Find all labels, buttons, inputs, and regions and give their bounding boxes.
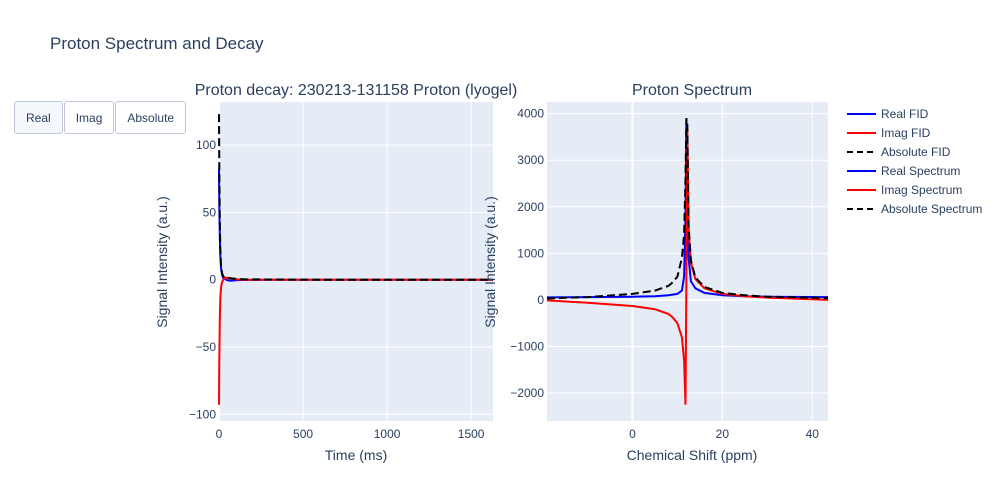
legend-item-label[interactable]: Imag FID xyxy=(881,126,931,140)
legend-item-label[interactable]: Absolute Spectrum xyxy=(881,202,982,216)
absolute-button[interactable]: Absolute xyxy=(115,101,187,134)
x-tick-label: 40 xyxy=(806,427,820,441)
y-tick-label: 2000 xyxy=(517,200,544,214)
decay-x-axis-title: Time (ms) xyxy=(325,447,387,463)
y-tick-label: 4000 xyxy=(517,107,544,121)
y-tick-label: 100 xyxy=(196,138,216,152)
legend-item-label[interactable]: Real Spectrum xyxy=(881,164,960,178)
y-tick-label: −100 xyxy=(189,407,216,421)
spectrum-y-axis-title: Signal Intensity (a.u.) xyxy=(482,196,498,328)
x-tick-label: 500 xyxy=(293,427,313,441)
x-tick-label: 0 xyxy=(216,427,223,441)
legend-item-label[interactable]: Absolute FID xyxy=(881,145,951,159)
decay-title: Proton decay: 230213-131158 Proton (lyog… xyxy=(195,82,518,99)
decay-ticks: 0 500 1000 1500 −100 −50 0 50 100 xyxy=(189,138,485,441)
imag-spectrum-line xyxy=(546,127,829,405)
legend-item-label[interactable]: Real FID xyxy=(881,107,929,121)
y-tick-label: −1000 xyxy=(510,339,544,353)
y-tick-label: −50 xyxy=(196,340,217,354)
spectrum-title: Proton Spectrum xyxy=(632,82,752,99)
page-title: Proton Spectrum and Decay xyxy=(50,34,264,53)
x-tick-label: 0 xyxy=(629,427,636,441)
y-tick-label: 50 xyxy=(203,205,217,219)
spectrum-traces xyxy=(546,118,829,405)
real-button[interactable]: Real xyxy=(14,101,63,134)
y-tick-label: 3000 xyxy=(517,153,544,167)
spectrum-grid xyxy=(547,102,828,421)
x-tick-label: 20 xyxy=(716,427,730,441)
spectrum-plot: 0 20 40 −2000 −1000 0 1000 2000 3000 4000 Proton … xyxy=(482,82,829,463)
x-tick-label: 1000 xyxy=(374,427,401,441)
decay-plot: 0 500 1000 1500 −100 −50 0 50 100 Proton decay: … xyxy=(154,82,517,463)
legend: Real FID Imag FID Absolute FID Real Spectru… xyxy=(847,107,982,216)
decay-y-axis-title: Signal Intensity (a.u.) xyxy=(154,196,170,328)
decay-traces xyxy=(218,114,493,405)
imag-button[interactable]: Imag xyxy=(63,101,115,134)
y-tick-label: 0 xyxy=(537,293,544,307)
decay-plot-background xyxy=(219,102,493,421)
x-tick-label: 1500 xyxy=(458,427,485,441)
y-tick-label: 1000 xyxy=(517,246,544,260)
spectrum-ticks: 0 20 40 −2000 −1000 0 1000 2000 3000 4000 xyxy=(510,107,819,441)
y-tick-label: 0 xyxy=(209,273,216,287)
spectrum-x-axis-title: Chemical Shift (ppm) xyxy=(627,447,758,463)
trace-mode-buttons: Real Imag Absolute xyxy=(14,101,187,134)
absolute-fid-line xyxy=(218,114,493,281)
y-tick-label: −2000 xyxy=(510,386,544,400)
absolute-spectrum-line xyxy=(546,118,829,300)
legend-item-label[interactable]: Imag Spectrum xyxy=(881,183,962,197)
